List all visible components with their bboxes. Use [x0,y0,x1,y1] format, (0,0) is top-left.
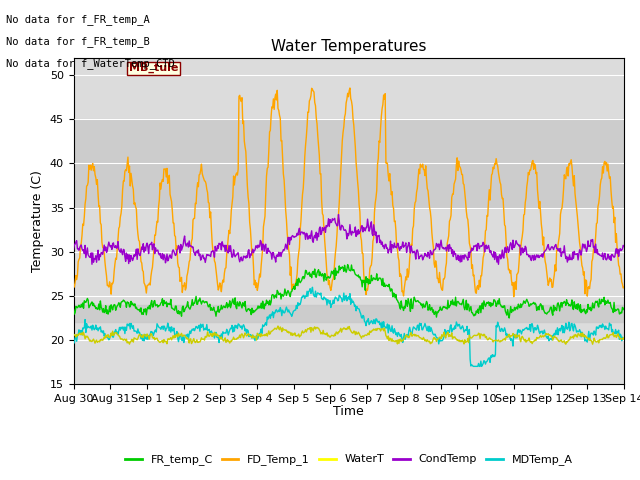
Bar [74,305,624,322]
Text: MB_tule: MB_tule [129,63,178,73]
X-axis label: Time: Time [333,405,364,418]
Y-axis label: Temperature (C): Temperature (C) [31,170,44,272]
Text: No data for f_FR_temp_A: No data for f_FR_temp_A [6,14,150,25]
Text: No data for f_WaterTemp_CTD: No data for f_WaterTemp_CTD [6,58,175,69]
Bar [74,120,624,207]
Legend: FR_temp_C, FD_Temp_1, WaterT, CondTemp, MDTemp_A: FR_temp_C, FD_Temp_1, WaterT, CondTemp, … [120,450,577,470]
Text: No data for f_FR_temp_B: No data for f_FR_temp_B [6,36,150,47]
Title: Water Temperatures: Water Temperatures [271,39,426,54]
